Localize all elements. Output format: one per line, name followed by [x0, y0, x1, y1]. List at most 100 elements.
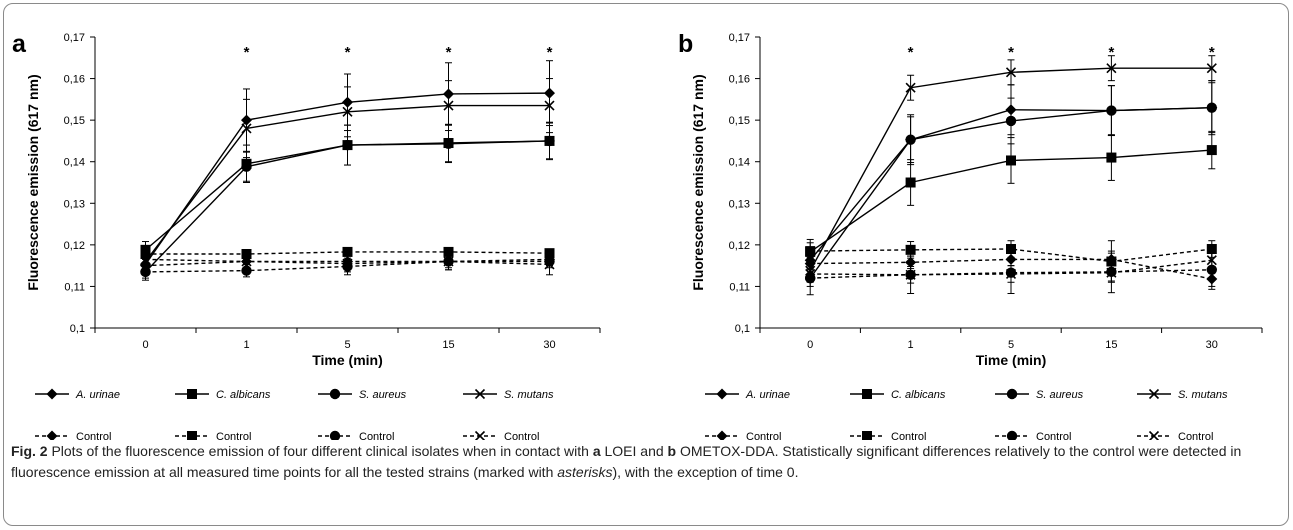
x-tick-label: 0: [142, 339, 148, 351]
legend-label: A. urinae: [745, 389, 790, 401]
y-tick-label: 0,1: [735, 323, 750, 335]
legend-marker: [329, 388, 341, 400]
data-point: [905, 269, 916, 280]
series-line: [810, 248, 1212, 263]
legend-marker: [862, 431, 872, 440]
chart-panel-a: a0,10,110,120,130,140,150,160,170 1 5 15 30T…: [12, 30, 601, 440]
data-point: [1106, 105, 1117, 116]
legend-label: Control: [504, 431, 539, 440]
legend-marker: [46, 430, 58, 440]
caption-asterisks: asterisks: [557, 464, 613, 480]
y-tick-label: 0,1: [70, 323, 85, 335]
y-tick-label: 0,16: [729, 74, 750, 86]
legend-label: Control: [746, 431, 781, 440]
legend-entry: S. aureus: [318, 388, 407, 401]
data-point: [241, 256, 252, 267]
legend-entry: C. albicans: [850, 389, 946, 401]
panel-label: b: [678, 30, 693, 58]
legend-marker: [1148, 388, 1160, 400]
y-tick-label: 0,16: [64, 74, 85, 86]
data-point: [342, 139, 353, 151]
data-point: [1206, 244, 1217, 255]
legend-label: Control: [76, 431, 111, 440]
series-line: [145, 258, 550, 266]
series-circle-solid: [805, 80, 1218, 287]
data-point: [1106, 267, 1117, 278]
series-x-dashed: [140, 252, 555, 276]
data-point: [443, 246, 454, 257]
legend-marker: [716, 388, 728, 400]
data-point: [241, 123, 252, 134]
x-tick-label: 5: [1008, 339, 1014, 351]
caption-panel-b: b: [667, 443, 677, 459]
y-tick-label: 0,17: [64, 32, 85, 44]
data-point: [905, 134, 916, 145]
x-tick-label: 30: [543, 339, 555, 351]
series-x-dashed: [805, 251, 1217, 284]
legend-marker: [716, 430, 728, 440]
caption-text-3: OMETOX-DDA. Statistically significant di…: [11, 443, 1242, 480]
data-point: [1005, 268, 1017, 280]
series-line: [145, 251, 550, 255]
data-point: [905, 82, 916, 93]
legend-label: S. mutans: [1178, 389, 1228, 401]
legend-label: Control: [359, 431, 394, 440]
legend-entry: Control: [850, 431, 926, 440]
legend-entry: Control: [175, 431, 251, 440]
series-line: [810, 258, 1212, 280]
caption-text-1: Plots of the fluorescence emission of fo…: [47, 443, 593, 459]
legend-label: Control: [1036, 431, 1071, 440]
data-point: [342, 246, 353, 257]
y-tick-label: 0,13: [64, 198, 85, 210]
series-x-solid: [805, 55, 1217, 280]
x-tick-label: 30: [1206, 339, 1218, 351]
legend-marker: [187, 389, 197, 399]
legend-entry: C. albicans: [175, 389, 271, 401]
series-x-solid: [140, 78, 555, 271]
y-tick-label: 0,12: [729, 240, 750, 252]
data-point: [1206, 63, 1217, 74]
legend-entry: Control: [35, 430, 111, 440]
data-point: [1206, 255, 1217, 266]
figure-svg: a0,10,110,120,130,140,150,160,170 1 5 15 30T…: [12, 30, 1263, 440]
data-point: [241, 265, 252, 276]
legend-entry: A. urinae: [705, 388, 790, 401]
y-tick-label: 0,14: [64, 157, 85, 169]
legend-marker: [329, 430, 341, 440]
data-point: [1006, 244, 1016, 255]
data-point: [241, 161, 252, 172]
legend-entry: Control: [1137, 430, 1213, 440]
x-tick-label: 15: [1105, 339, 1117, 351]
series-square-solid: [805, 130, 1217, 265]
y-tick-label: 0,17: [729, 32, 750, 44]
data-point: [1206, 264, 1218, 275]
legend-entry: Control: [995, 430, 1071, 440]
legend-entry: S. mutans: [463, 388, 554, 401]
y-tick-label: 0,13: [729, 198, 750, 210]
legend-label: A. urinae: [75, 389, 120, 401]
data-point: [544, 100, 555, 111]
series-line: [810, 259, 1212, 276]
data-point: [905, 244, 916, 255]
legend-entry: Control: [705, 430, 781, 440]
data-point: [140, 254, 151, 265]
legend-marker: [862, 389, 872, 399]
x-axis-title: Time (min): [312, 352, 383, 368]
y-tick-label: 0,12: [64, 240, 85, 252]
legend-marker: [46, 388, 58, 400]
legend-label: Control: [216, 431, 251, 440]
data-point: [905, 177, 916, 188]
data-point: [443, 138, 454, 150]
legend-entry: A. urinae: [35, 388, 120, 401]
data-point: [1106, 152, 1117, 163]
data-point: [1005, 67, 1017, 78]
caption-text-4: ), with the exception of time 0.: [612, 464, 799, 480]
data-point: [342, 258, 353, 269]
y-tick-label: 0,14: [729, 157, 750, 169]
series-line: [810, 269, 1212, 279]
data-point: [544, 259, 555, 270]
legend-label: C. albicans: [891, 389, 946, 401]
x-tick-label: 1: [908, 339, 914, 351]
y-axis-title: Fluorescence emission (617 nm): [25, 74, 41, 290]
data-point: [443, 100, 454, 111]
